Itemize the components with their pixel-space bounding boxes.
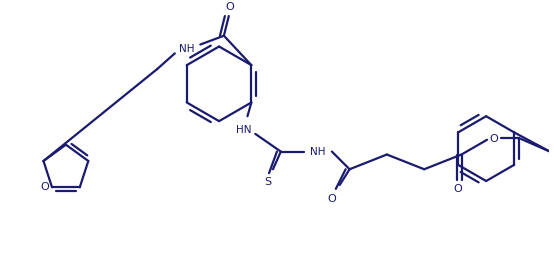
Text: O: O: [41, 182, 49, 192]
Text: O: O: [453, 184, 462, 194]
Text: NH: NH: [179, 45, 194, 54]
Text: O: O: [327, 194, 336, 204]
Text: O: O: [225, 2, 234, 12]
Text: S: S: [264, 177, 271, 187]
Text: O: O: [490, 134, 498, 144]
Text: HN: HN: [236, 125, 252, 135]
Text: NH: NH: [310, 147, 326, 157]
